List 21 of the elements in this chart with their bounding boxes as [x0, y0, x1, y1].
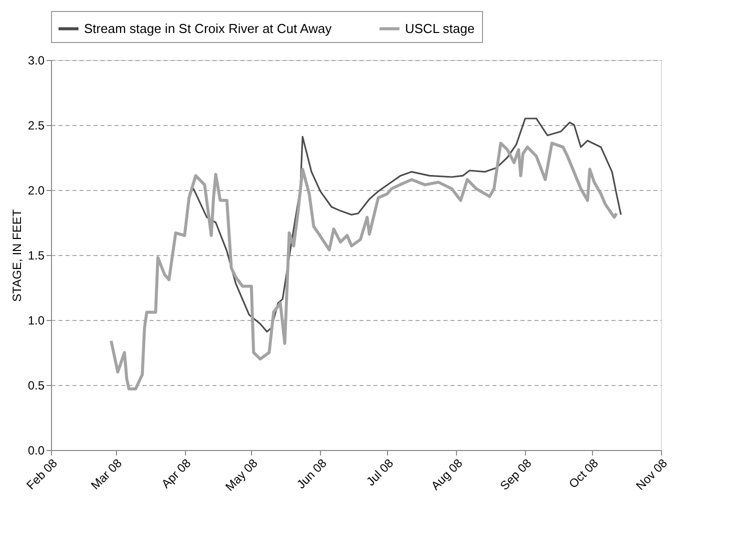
y-tick-label: 3.0 — [28, 54, 45, 68]
x-tick-label: Feb 08 — [24, 456, 60, 492]
y-tick-label: 2.0 — [28, 184, 45, 198]
x-tick-label: Jul 08 — [364, 456, 396, 489]
x-tick-label: Apr 08 — [158, 456, 194, 491]
y-tick-label: 1.0 — [28, 314, 45, 328]
legend-label: USCL stage — [405, 20, 475, 36]
y-tick-label: 2.5 — [28, 118, 45, 132]
x-tick-label: May 08 — [222, 456, 261, 494]
x-tick-label: Oct 08 — [566, 456, 602, 491]
y-tick-label: 1.5 — [28, 248, 45, 262]
legend-label: Stream stage in St Croix River at Cut Away — [84, 20, 332, 36]
line-series — [188, 118, 622, 332]
y-axis-title: STAGE, IN FEET — [10, 208, 24, 302]
x-tick-label: Sep 08 — [497, 456, 534, 493]
y-tick-label: 0.5 — [28, 378, 45, 392]
y-tick-label: 0.0 — [28, 444, 45, 458]
x-tick-label: Mar 08 — [88, 456, 125, 492]
x-tick-label: Jun 08 — [294, 456, 330, 492]
x-tick-label: Nov 08 — [633, 456, 670, 493]
x-tick-label: Aug 08 — [428, 456, 466, 493]
